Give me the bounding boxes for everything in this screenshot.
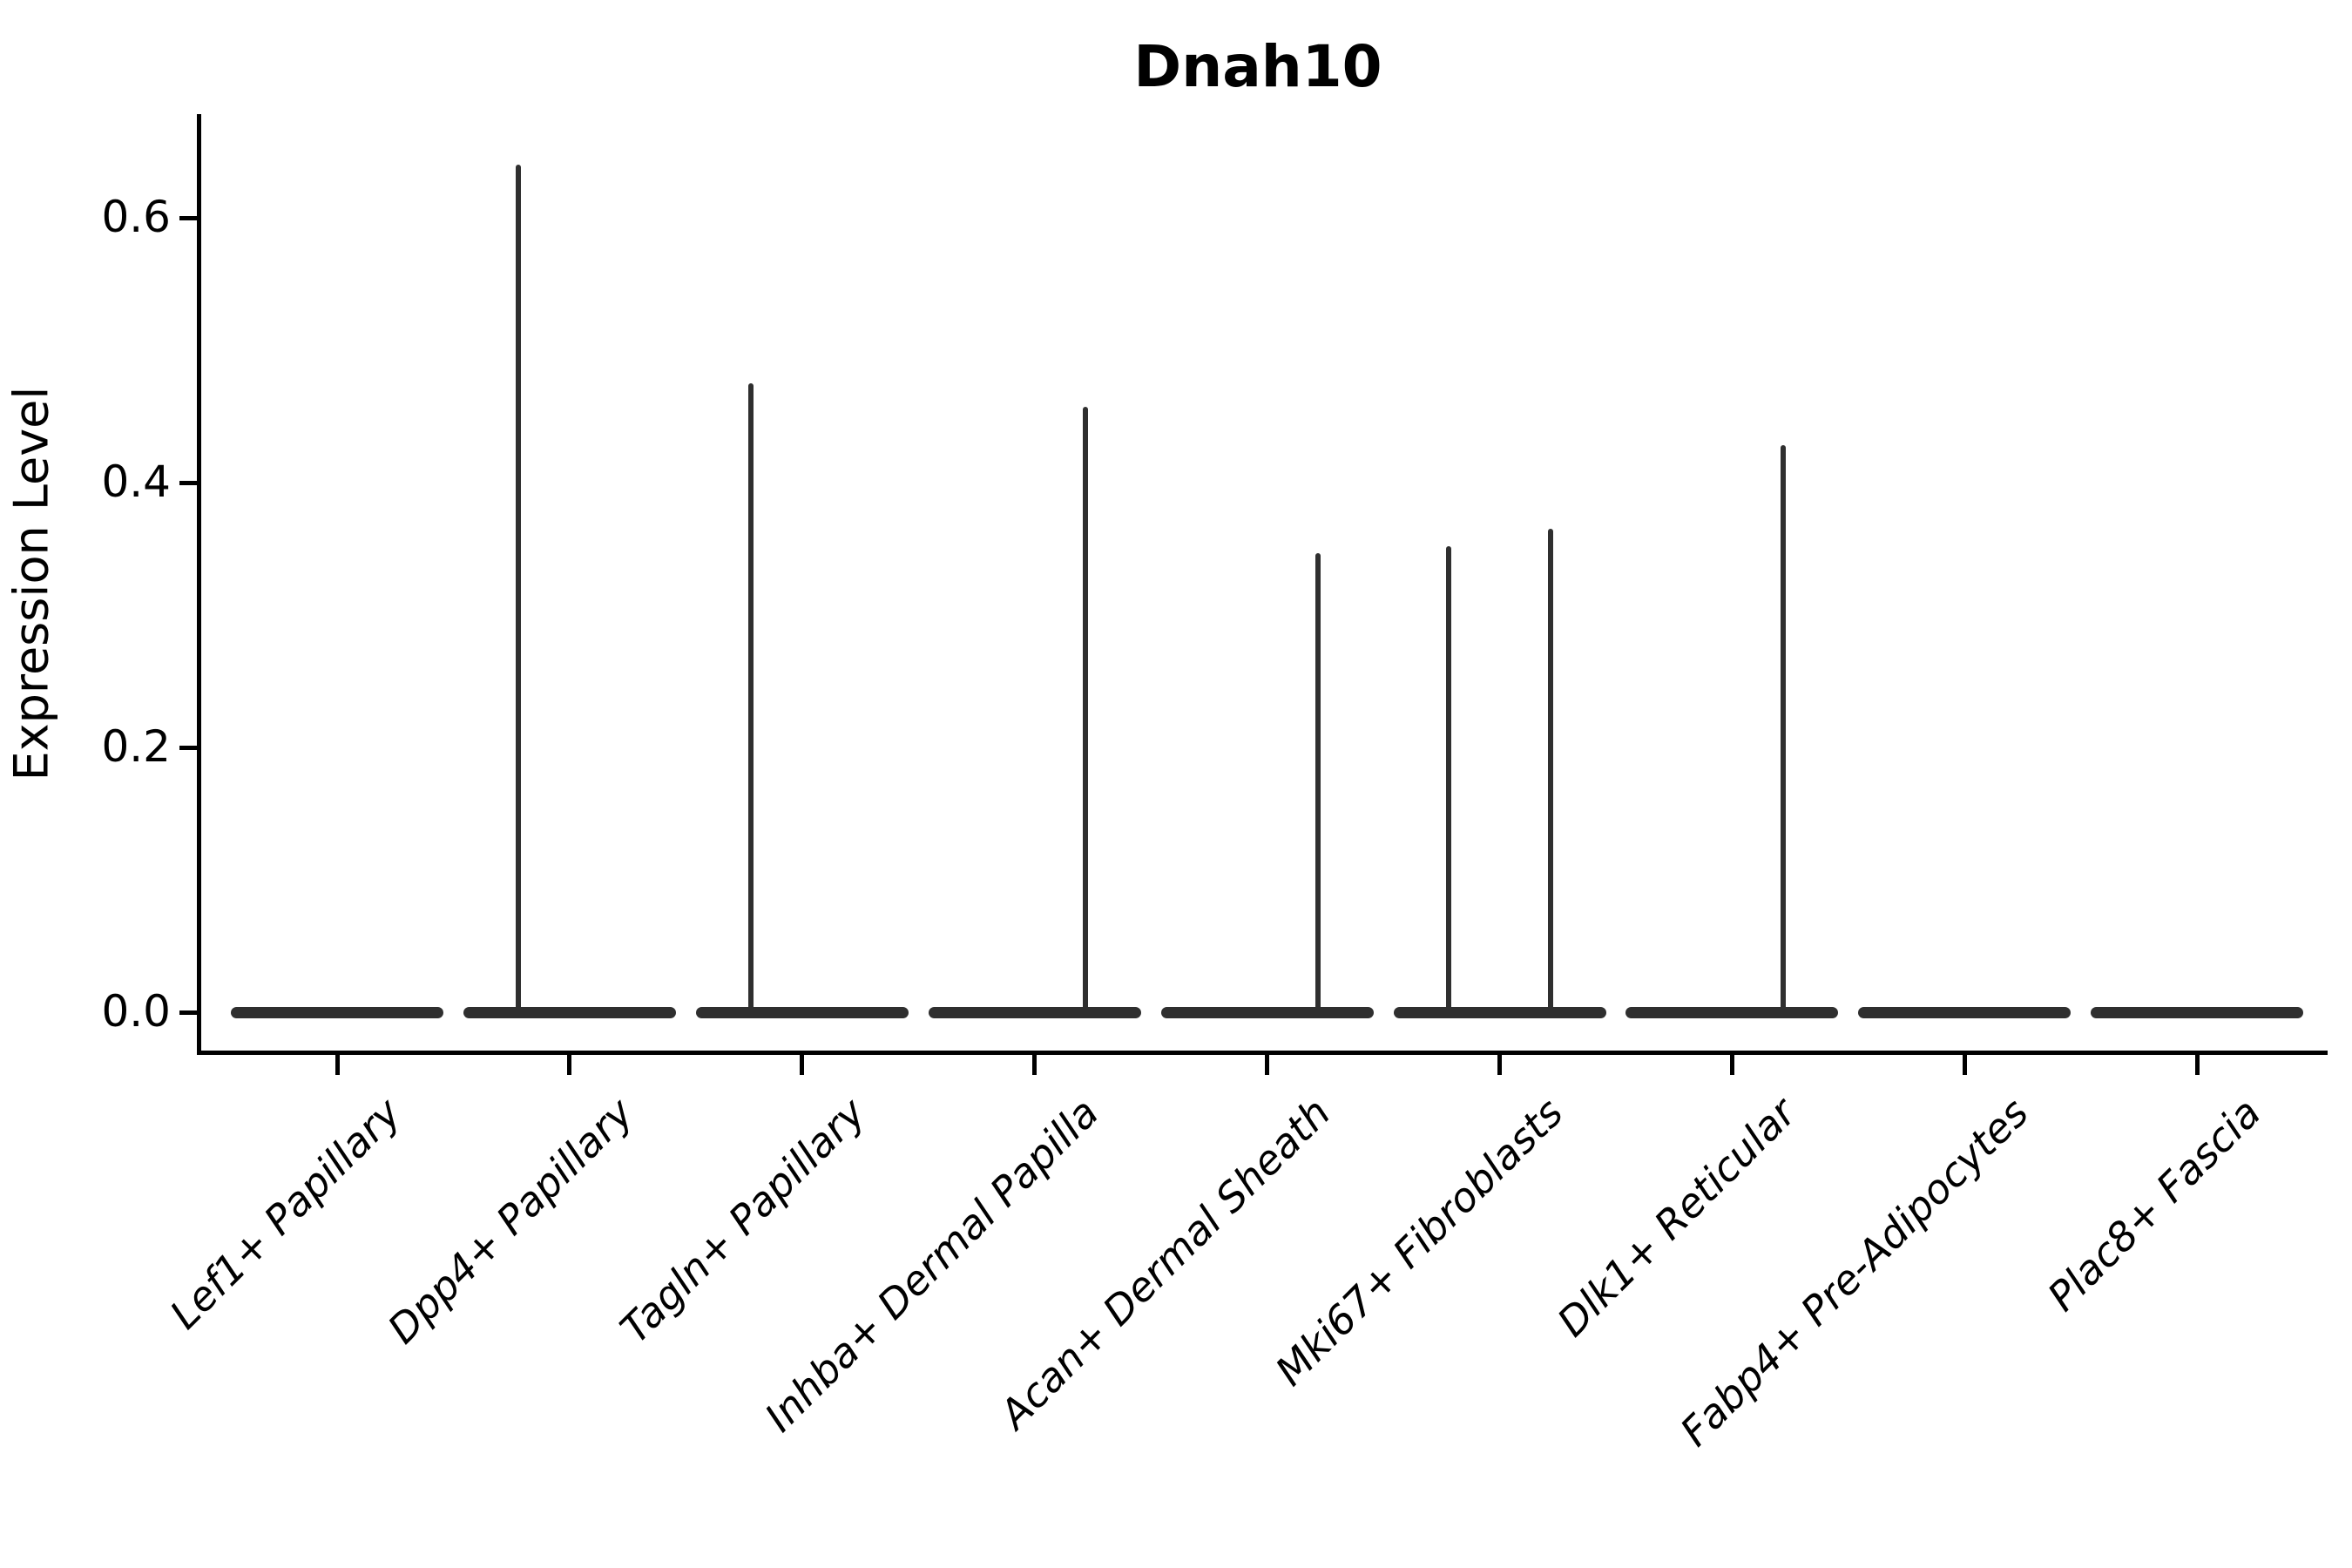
x-tick-label: Dpp4+ Papillary [378,1089,643,1353]
violin-max-spike [1781,445,1787,1012]
violin-max-spike [1548,529,1554,1012]
violin-max-spike [516,165,522,1012]
y-tick-label: 0.4 [101,456,171,507]
violin-body [1393,1006,1606,1018]
x-tick-label: Tagln+ Papillary [611,1089,875,1353]
chart-title: Dnah10 [1133,33,1382,100]
violin-max-spike [1445,545,1451,1012]
violin-body [695,1006,909,1018]
violin-max-spike [748,383,754,1012]
y-tick-label: 0.6 [101,192,171,242]
x-tick-mark [1729,1052,1734,1075]
y-tick-mark [179,480,199,485]
x-tick-label: Plac8+ Fascia [2038,1089,2270,1321]
x-tick-mark [335,1052,340,1075]
x-tick-label: Dlk1+ Reticular [1547,1089,1805,1346]
x-tick-mark [1962,1052,1967,1075]
x-tick-mark [2194,1052,2200,1075]
violin-body [2091,1006,2304,1018]
x-tick-mark [1032,1052,1037,1075]
x-tick-mark [567,1052,572,1075]
violin-body [231,1006,443,1018]
violin-max-spike [1315,552,1321,1012]
x-tick-mark [1265,1052,1270,1075]
x-tick-mark [1497,1052,1502,1075]
violin-body [928,1006,1141,1018]
violin-max-spike [1083,407,1089,1012]
y-tick-mark [179,215,199,220]
y-tick-label: 0.0 [101,986,171,1037]
y-tick-mark [179,745,199,750]
violin-body [1625,1006,1839,1018]
violin-body [1858,1006,2072,1018]
y-tick-label: 0.2 [101,721,171,772]
violin-body [1160,1006,1374,1018]
x-tick-mark [800,1052,805,1075]
x-tick-label: Lef1+ Papillary [160,1089,410,1338]
bottom-axis-spine [197,1051,2328,1055]
left-axis-spine [197,114,201,1055]
y-tick-mark [179,1010,199,1015]
violin-body [463,1006,676,1018]
